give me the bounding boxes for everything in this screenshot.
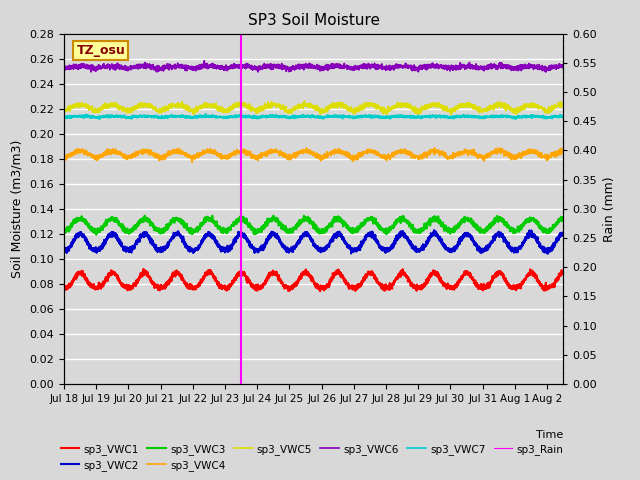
sp3_VWC1 <box>252 288 259 293</box>
sp3_VWC4 <box>496 147 504 153</box>
sp3_VWC7 <box>496 113 504 119</box>
sp3_VWC2 <box>496 231 504 237</box>
sp3_VWC2 <box>117 242 125 248</box>
sp3_VWC7 <box>147 113 155 119</box>
Y-axis label: Rain (mm): Rain (mm) <box>602 176 616 241</box>
sp3_VWC7 <box>273 113 281 119</box>
Line: sp3_VWC5: sp3_VWC5 <box>64 101 563 115</box>
sp3_VWC1 <box>550 281 557 287</box>
sp3_VWC6 <box>200 58 208 64</box>
sp3_VWC7 <box>252 115 260 120</box>
sp3_VWC3 <box>300 213 308 218</box>
Text: Time: Time <box>536 430 563 440</box>
sp3_VWC1 <box>147 276 155 281</box>
sp3_VWC3 <box>117 223 125 229</box>
sp3_VWC5 <box>559 102 567 108</box>
Line: sp3_VWC1: sp3_VWC1 <box>64 269 563 291</box>
sp3_VWC7 <box>117 113 125 119</box>
sp3_VWC5 <box>273 103 281 109</box>
Line: sp3_VWC7: sp3_VWC7 <box>64 114 563 119</box>
sp3_VWC2 <box>550 243 557 249</box>
sp3_VWC7 <box>96 116 104 122</box>
sp3_VWC4 <box>188 159 196 165</box>
sp3_VWC6 <box>550 65 557 71</box>
sp3_VWC6 <box>252 64 259 70</box>
sp3_VWC7 <box>202 111 209 117</box>
Text: TZ_osu: TZ_osu <box>77 44 125 57</box>
sp3_VWC5 <box>117 106 125 111</box>
Line: sp3_VWC3: sp3_VWC3 <box>64 216 563 235</box>
sp3_VWC4 <box>559 150 567 156</box>
sp3_VWC4 <box>431 145 438 151</box>
sp3_VWC1 <box>117 280 125 286</box>
sp3_VWC2 <box>252 247 259 253</box>
sp3_VWC4 <box>60 154 68 159</box>
sp3_VWC3 <box>273 216 281 222</box>
Line: sp3_VWC6: sp3_VWC6 <box>64 61 563 72</box>
sp3_VWC1 <box>316 288 324 294</box>
Line: sp3_VWC2: sp3_VWC2 <box>64 230 563 254</box>
Legend: sp3_VWC1, sp3_VWC2, sp3_VWC3, sp3_VWC4, sp3_VWC5, sp3_VWC6, sp3_VWC7, sp3_Rain: sp3_VWC1, sp3_VWC2, sp3_VWC3, sp3_VWC4, … <box>56 439 568 475</box>
sp3_VWC1 <box>60 284 68 290</box>
sp3_VWC2 <box>273 231 281 237</box>
sp3_VWC5 <box>60 107 68 113</box>
sp3_VWC5 <box>147 103 154 109</box>
sp3_VWC5 <box>550 106 557 112</box>
sp3_VWC6 <box>273 64 281 70</box>
sp3_VWC7 <box>559 115 567 120</box>
sp3_VWC6 <box>542 69 550 75</box>
sp3_VWC1 <box>273 273 281 279</box>
sp3_VWC5 <box>447 112 454 118</box>
sp3_VWC5 <box>496 101 504 107</box>
sp3_VWC3 <box>252 227 259 233</box>
sp3_VWC1 <box>559 270 567 276</box>
sp3_VWC3 <box>92 232 100 238</box>
sp3_VWC2 <box>147 236 154 242</box>
sp3_VWC1 <box>140 266 147 272</box>
sp3_VWC4 <box>117 149 125 155</box>
sp3_VWC6 <box>559 62 567 68</box>
sp3_VWC4 <box>252 156 259 161</box>
sp3_VWC6 <box>117 63 125 69</box>
Line: sp3_VWC4: sp3_VWC4 <box>64 148 563 162</box>
sp3_VWC6 <box>147 64 154 70</box>
sp3_VWC4 <box>550 151 557 156</box>
sp3_VWC3 <box>550 224 557 230</box>
sp3_VWC6 <box>60 66 68 72</box>
sp3_VWC2 <box>559 232 567 238</box>
sp3_VWC1 <box>496 268 504 274</box>
sp3_VWC6 <box>496 62 504 68</box>
sp3_VWC3 <box>147 220 155 226</box>
sp3_VWC3 <box>60 230 68 236</box>
sp3_VWC4 <box>147 149 154 155</box>
sp3_VWC5 <box>252 107 259 112</box>
Title: SP3 Soil Moisture: SP3 Soil Moisture <box>248 13 380 28</box>
sp3_VWC3 <box>559 215 567 221</box>
sp3_VWC3 <box>496 214 504 220</box>
Y-axis label: Soil Moisture (m3/m3): Soil Moisture (m3/m3) <box>11 140 24 278</box>
sp3_VWC2 <box>430 228 438 233</box>
sp3_VWC7 <box>550 114 557 120</box>
sp3_VWC5 <box>301 98 308 104</box>
sp3_VWC4 <box>273 149 281 155</box>
sp3_VWC2 <box>544 251 552 257</box>
sp3_VWC2 <box>60 250 68 255</box>
sp3_VWC7 <box>60 114 68 120</box>
